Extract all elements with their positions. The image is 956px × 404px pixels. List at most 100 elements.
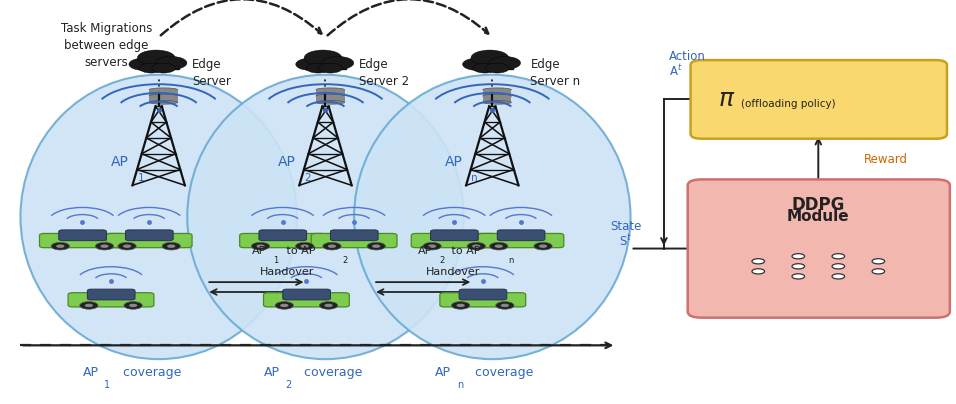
- FancyBboxPatch shape: [312, 234, 397, 248]
- Circle shape: [832, 264, 844, 269]
- Circle shape: [372, 244, 380, 248]
- Circle shape: [319, 302, 337, 309]
- Text: 2: 2: [286, 380, 292, 390]
- Circle shape: [872, 259, 884, 264]
- Polygon shape: [471, 65, 513, 69]
- FancyBboxPatch shape: [259, 230, 307, 241]
- Text: Task Migrations
between edge
servers: Task Migrations between edge servers: [60, 21, 152, 69]
- Circle shape: [256, 244, 265, 248]
- Text: (offloading policy): (offloading policy): [741, 99, 836, 109]
- Text: AP: AP: [82, 366, 98, 379]
- Text: AP: AP: [445, 155, 463, 168]
- Circle shape: [428, 244, 436, 248]
- FancyBboxPatch shape: [106, 234, 192, 248]
- Circle shape: [56, 244, 64, 248]
- Text: coverage: coverage: [471, 366, 533, 379]
- Circle shape: [295, 242, 314, 250]
- Circle shape: [163, 242, 181, 250]
- Circle shape: [96, 242, 114, 250]
- Text: Edge
Server 2: Edge Server 2: [358, 58, 409, 88]
- Circle shape: [275, 302, 293, 309]
- Circle shape: [306, 63, 330, 73]
- FancyBboxPatch shape: [87, 289, 135, 300]
- Ellipse shape: [149, 101, 178, 104]
- Text: Edge
Server n: Edge Server n: [531, 58, 580, 88]
- Circle shape: [792, 264, 805, 269]
- Text: 2: 2: [305, 173, 311, 183]
- Ellipse shape: [354, 75, 631, 359]
- Circle shape: [52, 242, 70, 250]
- Text: S$^t$: S$^t$: [619, 234, 632, 249]
- Circle shape: [304, 50, 342, 65]
- Bar: [149, 96, 178, 102]
- Text: DDPG: DDPG: [792, 196, 845, 214]
- Circle shape: [451, 302, 469, 309]
- Circle shape: [472, 244, 481, 248]
- Circle shape: [423, 242, 442, 250]
- Text: AP: AP: [264, 366, 279, 379]
- Text: AP: AP: [435, 366, 451, 379]
- Ellipse shape: [315, 94, 344, 98]
- Circle shape: [489, 57, 521, 69]
- Circle shape: [129, 304, 138, 307]
- Text: n: n: [457, 380, 464, 390]
- FancyBboxPatch shape: [478, 234, 564, 248]
- Text: Module: Module: [787, 209, 850, 225]
- Circle shape: [832, 254, 844, 259]
- Circle shape: [323, 242, 341, 250]
- Circle shape: [100, 244, 109, 248]
- Ellipse shape: [20, 75, 297, 359]
- FancyBboxPatch shape: [68, 293, 154, 307]
- FancyBboxPatch shape: [58, 230, 106, 241]
- Text: 1: 1: [138, 173, 144, 183]
- Circle shape: [328, 244, 337, 248]
- Ellipse shape: [315, 88, 344, 92]
- Circle shape: [489, 242, 508, 250]
- Bar: [315, 96, 344, 102]
- Text: 1: 1: [273, 256, 278, 265]
- Text: Handover: Handover: [425, 267, 480, 277]
- Text: 2: 2: [342, 256, 348, 265]
- Ellipse shape: [483, 101, 511, 104]
- Circle shape: [752, 259, 765, 264]
- FancyBboxPatch shape: [440, 293, 526, 307]
- Circle shape: [124, 302, 142, 309]
- Circle shape: [140, 63, 163, 73]
- Bar: [149, 90, 178, 96]
- FancyBboxPatch shape: [283, 289, 331, 300]
- Polygon shape: [138, 65, 180, 69]
- Circle shape: [496, 302, 514, 309]
- Text: Edge
Server: Edge Server: [192, 58, 231, 88]
- Circle shape: [324, 304, 333, 307]
- Circle shape: [494, 244, 503, 248]
- FancyBboxPatch shape: [411, 234, 497, 248]
- Circle shape: [280, 304, 289, 307]
- Bar: [315, 90, 344, 96]
- Ellipse shape: [483, 94, 511, 98]
- Circle shape: [152, 63, 176, 73]
- Ellipse shape: [315, 101, 344, 104]
- Text: 1: 1: [104, 380, 111, 390]
- Circle shape: [872, 269, 884, 274]
- FancyBboxPatch shape: [497, 230, 545, 241]
- FancyBboxPatch shape: [459, 289, 507, 300]
- FancyBboxPatch shape: [687, 179, 950, 318]
- Text: n: n: [471, 173, 478, 183]
- Circle shape: [300, 244, 309, 248]
- Polygon shape: [305, 65, 346, 69]
- FancyBboxPatch shape: [690, 60, 947, 139]
- Circle shape: [467, 242, 486, 250]
- Circle shape: [792, 274, 805, 279]
- Ellipse shape: [149, 94, 178, 98]
- Bar: [483, 96, 511, 102]
- Circle shape: [79, 302, 98, 309]
- Text: Action: Action: [668, 50, 706, 63]
- Circle shape: [322, 57, 354, 69]
- Circle shape: [155, 57, 187, 69]
- Text: coverage: coverage: [119, 366, 181, 379]
- FancyBboxPatch shape: [430, 230, 478, 241]
- Text: AP: AP: [418, 246, 432, 255]
- FancyBboxPatch shape: [264, 293, 349, 307]
- Circle shape: [473, 63, 497, 73]
- Circle shape: [463, 58, 492, 70]
